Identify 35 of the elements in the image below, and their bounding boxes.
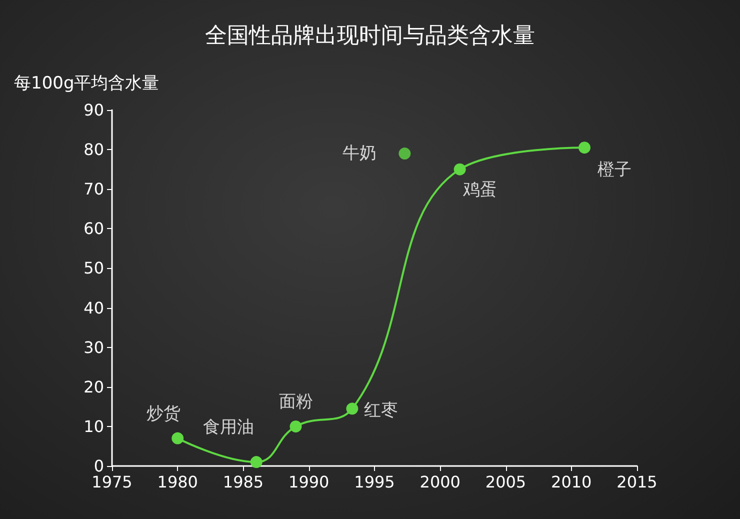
x-tick-label: 1990 <box>288 472 330 492</box>
y-tick-label: 30 <box>84 338 104 357</box>
annotation: 牛奶 <box>342 144 377 164</box>
y-tick-label: 70 <box>84 180 104 199</box>
y-tick-label: 40 <box>84 298 104 318</box>
y-tick-label: 90 <box>84 100 104 120</box>
x-tick-label: 1995 <box>354 472 395 492</box>
x-tick-label: 2015 <box>616 472 658 492</box>
annotation: 炒货 <box>146 404 181 424</box>
x-tick-label: 2000 <box>420 472 460 492</box>
x-tick-label: 2010 <box>551 472 592 492</box>
point <box>250 456 262 468</box>
point <box>172 432 184 444</box>
x-tick-label: 1985 <box>222 472 264 492</box>
y-axis-title: 每100g平均含水量 <box>14 74 160 94</box>
chart-title: 全国性品牌出现时间与品类含水量 <box>205 24 535 48</box>
annotation: 鸡蛋 <box>462 180 497 200</box>
point <box>346 402 358 415</box>
annotation: 红枣 <box>364 400 398 421</box>
annotation: 面粉 <box>278 392 313 412</box>
annotation: 食用油 <box>202 418 254 438</box>
x-tick-label: 2005 <box>485 472 526 492</box>
y-tick-label: 0 <box>94 456 104 476</box>
y-tick-label: 50 <box>84 258 104 278</box>
point <box>398 148 411 160</box>
x-tick-label: 1975 <box>92 472 132 492</box>
x-tick-label: 1980 <box>157 472 198 492</box>
point <box>290 420 302 432</box>
y-tick-label: 60 <box>84 219 104 238</box>
y-tick-label: 80 <box>84 140 104 160</box>
y-tick-label: 20 <box>84 377 104 396</box>
point <box>454 163 466 176</box>
annotation: 橙子 <box>598 160 632 180</box>
point <box>578 142 590 154</box>
y-tick-label: 10 <box>84 416 104 436</box>
